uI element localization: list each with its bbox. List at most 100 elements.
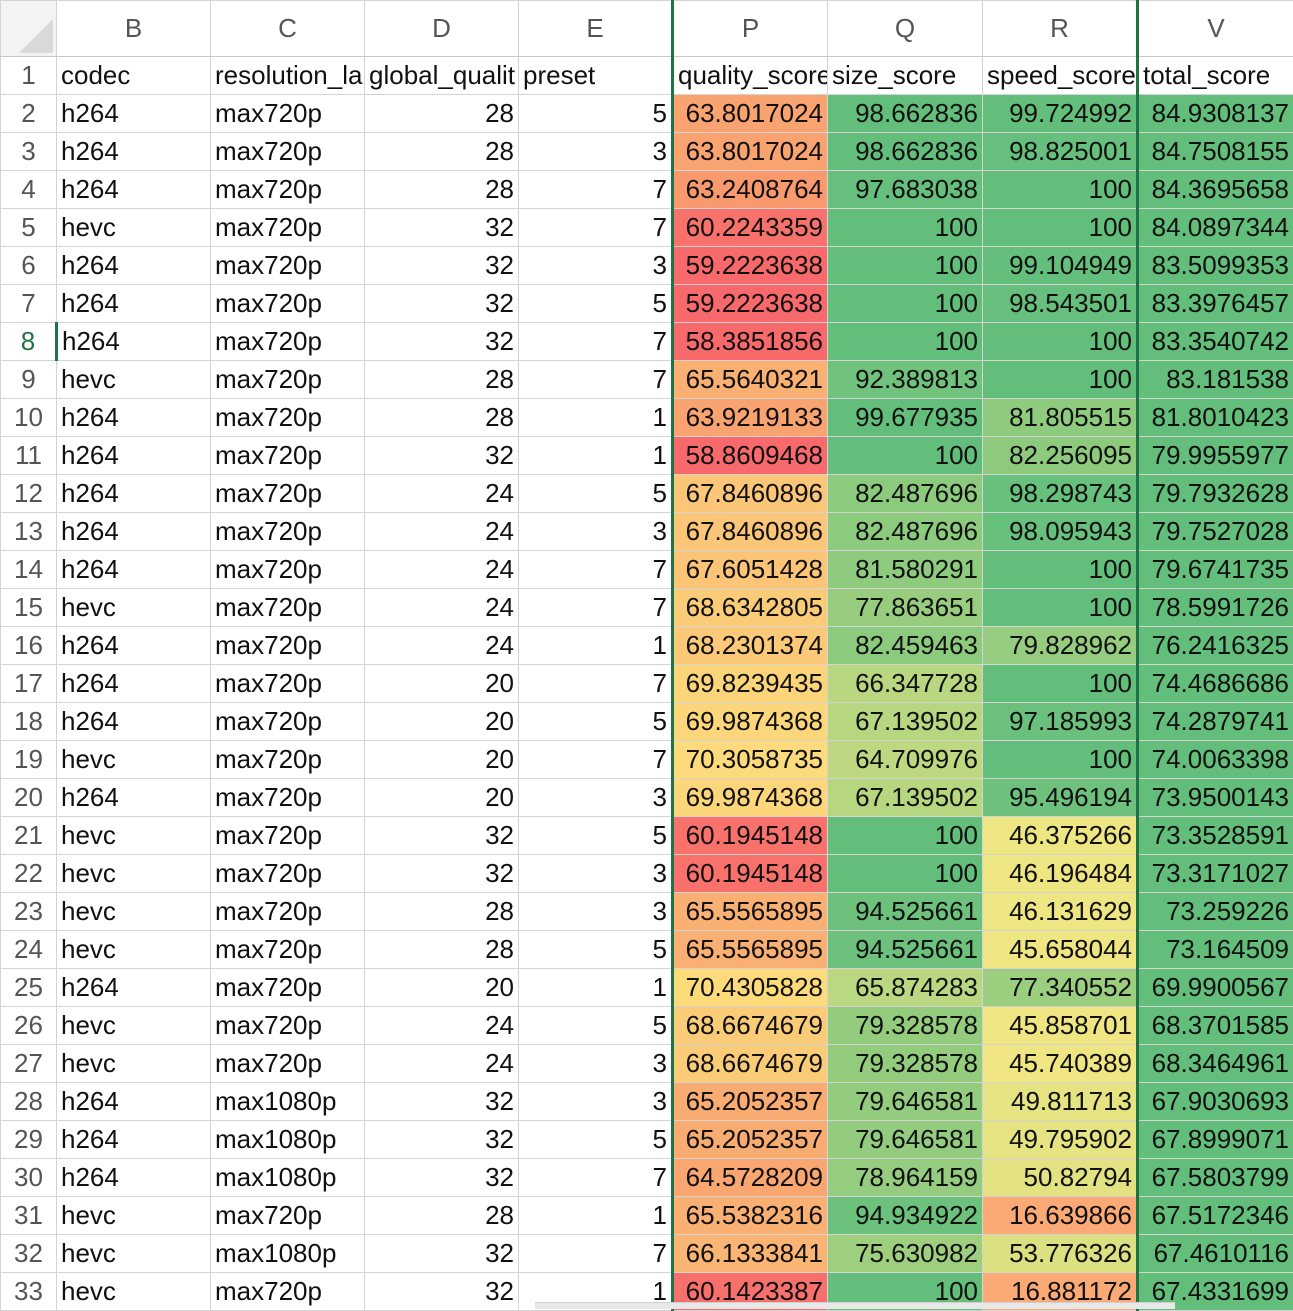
cell-speed-score[interactable]: 49.811713	[983, 1083, 1138, 1121]
cell-preset[interactable]: 5	[519, 931, 673, 969]
cell-preset[interactable]: 3	[519, 513, 673, 551]
cell-quality-score[interactable]: 59.2223638	[673, 285, 828, 323]
cell-global-quality[interactable]: 24	[365, 551, 519, 589]
row-number[interactable]: 15	[1, 589, 57, 627]
cell-quality-score[interactable]: 68.2301374	[673, 627, 828, 665]
column-header-v[interactable]: V	[1138, 1, 1293, 57]
cell-header-size-score[interactable]: size_score	[828, 57, 983, 95]
cell-speed-score[interactable]: 100	[983, 665, 1138, 703]
cell-speed-score[interactable]: 79.828962	[983, 627, 1138, 665]
cell-resolution[interactable]: max720p	[211, 1007, 365, 1045]
cell-size-score[interactable]: 99.677935	[828, 399, 983, 437]
cell-total-score[interactable]: 84.9308137	[1138, 95, 1293, 133]
cell-header-resolution[interactable]: resolution_la	[211, 57, 365, 95]
cell-size-score[interactable]: 100	[828, 817, 983, 855]
cell-total-score[interactable]: 73.259226	[1138, 893, 1293, 931]
cell-preset[interactable]: 7	[519, 741, 673, 779]
cell-speed-score[interactable]: 16.639866	[983, 1197, 1138, 1235]
cell-resolution[interactable]: max1080p	[211, 1083, 365, 1121]
cell-resolution[interactable]: max720p	[211, 285, 365, 323]
cell-speed-score[interactable]: 99.724992	[983, 95, 1138, 133]
cell-total-score[interactable]: 83.5099353	[1138, 247, 1293, 285]
cell-preset[interactable]: 5	[519, 285, 673, 323]
cell-global-quality[interactable]: 20	[365, 703, 519, 741]
cell-codec[interactable]: h264	[57, 1083, 211, 1121]
cell-codec[interactable]: h264	[57, 703, 211, 741]
cell-quality-score[interactable]: 68.6674679	[673, 1045, 828, 1083]
cell-size-score[interactable]: 67.139502	[828, 779, 983, 817]
cell-size-score[interactable]: 100	[828, 323, 983, 361]
cell-codec[interactable]: hevc	[57, 1273, 211, 1311]
cell-resolution[interactable]: max720p	[211, 969, 365, 1007]
cell-preset[interactable]: 7	[519, 665, 673, 703]
cell-global-quality[interactable]: 32	[365, 437, 519, 475]
cell-size-score[interactable]: 100	[828, 437, 983, 475]
cell-preset[interactable]: 7	[519, 589, 673, 627]
cell-global-quality[interactable]: 28	[365, 931, 519, 969]
cell-global-quality[interactable]: 28	[365, 171, 519, 209]
cell-global-quality[interactable]: 32	[365, 1121, 519, 1159]
cell-speed-score[interactable]: 95.496194	[983, 779, 1138, 817]
cell-total-score[interactable]: 84.3695658	[1138, 171, 1293, 209]
cell-resolution[interactable]: max720p	[211, 209, 365, 247]
row-number[interactable]: 8	[1, 323, 57, 361]
cell-quality-score[interactable]: 65.5640321	[673, 361, 828, 399]
cell-global-quality[interactable]: 32	[365, 323, 519, 361]
cell-preset[interactable]: 3	[519, 855, 673, 893]
cell-preset[interactable]: 7	[519, 1235, 673, 1273]
cell-size-score[interactable]: 100	[828, 209, 983, 247]
cell-codec[interactable]: hevc	[57, 1235, 211, 1273]
cell-preset[interactable]: 7	[519, 209, 673, 247]
cell-size-score[interactable]: 78.964159	[828, 1159, 983, 1197]
cell-preset[interactable]: 1	[519, 399, 673, 437]
cell-resolution[interactable]: max1080p	[211, 1121, 365, 1159]
cell-quality-score[interactable]: 60.2243359	[673, 209, 828, 247]
cell-speed-score[interactable]: 45.858701	[983, 1007, 1138, 1045]
cell-size-score[interactable]: 100	[828, 855, 983, 893]
cell-speed-score[interactable]: 49.795902	[983, 1121, 1138, 1159]
cell-preset[interactable]: 3	[519, 893, 673, 931]
cell-preset[interactable]: 3	[519, 247, 673, 285]
cell-speed-score[interactable]: 82.256095	[983, 437, 1138, 475]
row-number[interactable]: 4	[1, 171, 57, 209]
cell-speed-score[interactable]: 100	[983, 551, 1138, 589]
cell-size-score[interactable]: 100	[828, 247, 983, 285]
cell-size-score[interactable]: 92.389813	[828, 361, 983, 399]
cell-total-score[interactable]: 78.5991726	[1138, 589, 1293, 627]
cell-codec[interactable]: hevc	[57, 209, 211, 247]
cell-size-score[interactable]: 81.580291	[828, 551, 983, 589]
cell-quality-score[interactable]: 58.3851856	[673, 323, 828, 361]
cell-speed-score[interactable]: 99.104949	[983, 247, 1138, 285]
cell-preset[interactable]: 1	[519, 969, 673, 1007]
cell-codec[interactable]: hevc	[57, 361, 211, 399]
cell-size-score[interactable]: 98.662836	[828, 133, 983, 171]
cell-total-score[interactable]: 79.7932628	[1138, 475, 1293, 513]
cell-preset[interactable]: 5	[519, 817, 673, 855]
row-number[interactable]: 28	[1, 1083, 57, 1121]
cell-quality-score[interactable]: 63.2408764	[673, 171, 828, 209]
cell-global-quality[interactable]: 24	[365, 1045, 519, 1083]
cell-speed-score[interactable]: 100	[983, 361, 1138, 399]
row-number[interactable]: 23	[1, 893, 57, 931]
cell-codec[interactable]: h264	[57, 95, 211, 133]
cell-size-score[interactable]: 100	[828, 285, 983, 323]
cell-codec[interactable]: h264	[57, 437, 211, 475]
cell-total-score[interactable]: 84.7508155	[1138, 133, 1293, 171]
cell-size-score[interactable]: 67.139502	[828, 703, 983, 741]
cell-quality-score[interactable]: 68.6342805	[673, 589, 828, 627]
cell-size-score[interactable]: 82.487696	[828, 513, 983, 551]
cell-size-score[interactable]: 82.459463	[828, 627, 983, 665]
cell-preset[interactable]: 3	[519, 133, 673, 171]
cell-global-quality[interactable]: 28	[365, 361, 519, 399]
cell-quality-score[interactable]: 65.2052357	[673, 1083, 828, 1121]
cell-total-score[interactable]: 83.3976457	[1138, 285, 1293, 323]
cell-global-quality[interactable]: 24	[365, 627, 519, 665]
cell-preset[interactable]: 7	[519, 361, 673, 399]
cell-quality-score[interactable]: 63.9219133	[673, 399, 828, 437]
cell-resolution[interactable]: max720p	[211, 1273, 365, 1311]
cell-speed-score[interactable]: 98.543501	[983, 285, 1138, 323]
cell-resolution[interactable]: max720p	[211, 323, 365, 361]
row-number[interactable]: 26	[1, 1007, 57, 1045]
cell-codec[interactable]: h264	[57, 285, 211, 323]
cell-total-score[interactable]: 73.164509	[1138, 931, 1293, 969]
